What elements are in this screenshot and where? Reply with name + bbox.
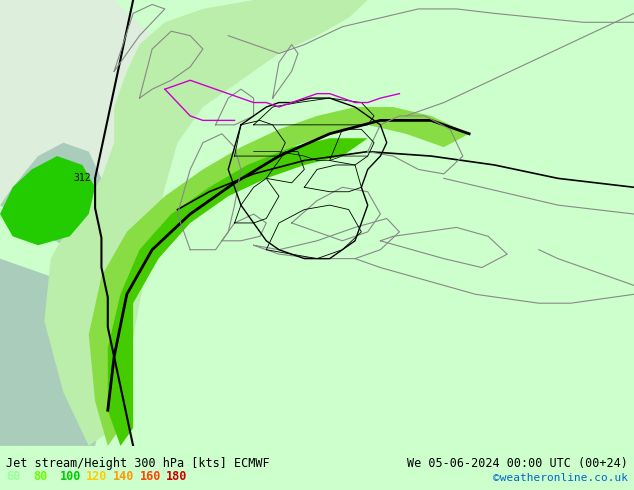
Polygon shape — [0, 0, 165, 201]
Text: 312: 312 — [73, 172, 91, 183]
Text: 100: 100 — [60, 470, 81, 483]
Text: 180: 180 — [166, 470, 188, 483]
Text: Jet stream/Height 300 hPa [kts] ECMWF: Jet stream/Height 300 hPa [kts] ECMWF — [6, 457, 270, 470]
Text: 80: 80 — [33, 470, 47, 483]
Text: 160: 160 — [139, 470, 161, 483]
Text: 140: 140 — [113, 470, 134, 483]
Polygon shape — [108, 138, 368, 446]
Text: 60: 60 — [6, 470, 20, 483]
Text: 120: 120 — [86, 470, 108, 483]
Polygon shape — [0, 156, 95, 245]
Polygon shape — [44, 0, 368, 446]
Polygon shape — [89, 107, 469, 446]
Polygon shape — [0, 143, 108, 446]
Text: ©weatheronline.co.uk: ©weatheronline.co.uk — [493, 473, 628, 483]
Text: We 05-06-2024 00:00 UTC (00+24): We 05-06-2024 00:00 UTC (00+24) — [407, 457, 628, 470]
